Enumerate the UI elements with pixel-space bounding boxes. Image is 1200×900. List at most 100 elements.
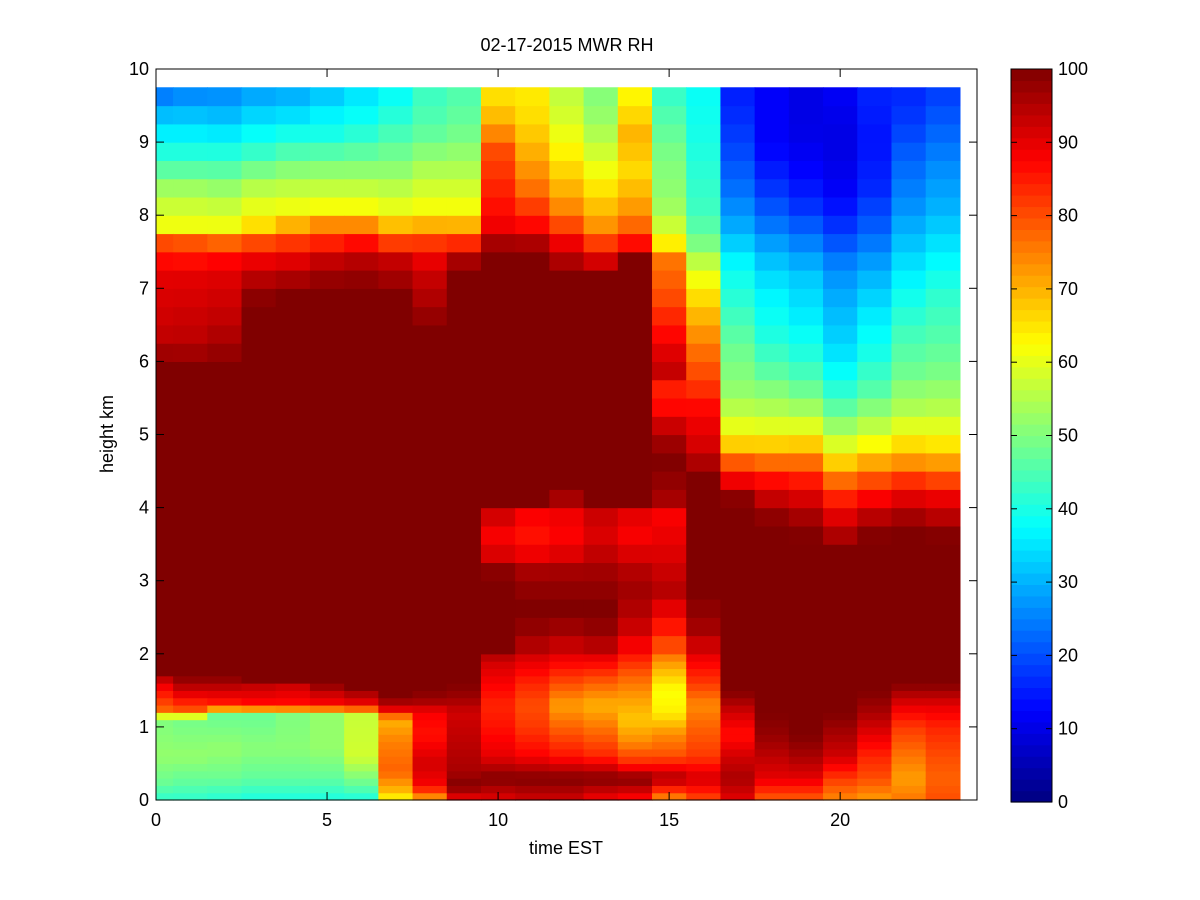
heatmap-cell	[156, 489, 174, 509]
y-tick-label: 10	[129, 59, 149, 79]
heatmap-cell	[720, 748, 756, 757]
heatmap-cell	[925, 178, 961, 198]
heatmap-cell	[857, 160, 893, 180]
heatmap-cell	[720, 763, 756, 772]
heatmap-cell	[857, 251, 893, 271]
heatmap-cell	[241, 215, 277, 235]
heatmap-cell	[207, 690, 243, 699]
heatmap-cell	[309, 697, 345, 706]
heatmap-cell	[788, 617, 824, 637]
heatmap-cell	[754, 562, 790, 582]
heatmap-cell	[412, 288, 448, 308]
heatmap-cell	[686, 598, 722, 618]
heatmap-cell	[173, 251, 208, 271]
heatmap-cell	[788, 562, 824, 582]
heatmap-cell	[754, 741, 790, 750]
heatmap-cell	[891, 489, 927, 509]
heatmap-cell	[754, 719, 790, 728]
heatmap-cell	[412, 748, 448, 757]
heatmap-cell	[309, 270, 345, 289]
heatmap-cell	[446, 653, 482, 662]
heatmap-cell	[891, 87, 927, 107]
heatmap-cell	[857, 617, 893, 637]
heatmap-cell	[823, 489, 858, 509]
heatmap-cell	[857, 726, 893, 735]
heatmap-cell	[275, 507, 311, 527]
heatmap-cell	[549, 324, 585, 344]
heatmap-cell	[156, 196, 174, 216]
heatmap-cell	[686, 690, 722, 699]
heatmap-cell	[925, 379, 961, 399]
heatmap-cell	[720, 683, 756, 691]
heatmap-cell	[652, 343, 687, 363]
heatmap-cell	[720, 471, 756, 490]
heatmap-cell	[823, 178, 858, 198]
heatmap-cell	[480, 675, 516, 684]
heatmap-cell	[275, 160, 311, 180]
heatmap-cell	[446, 785, 482, 794]
heatmap-cell	[344, 343, 379, 363]
heatmap-cell	[241, 361, 277, 381]
heatmap-cell	[788, 507, 824, 527]
heatmap-cell	[241, 683, 277, 691]
heatmap-cell	[652, 288, 687, 308]
heatmap-cell	[617, 525, 653, 545]
heatmap-cell	[720, 756, 756, 765]
heatmap-cell	[925, 544, 961, 564]
heatmap-cell	[788, 778, 824, 786]
heatmap-cell	[173, 324, 208, 344]
heatmap-cell	[617, 712, 653, 721]
heatmap-cell	[891, 544, 927, 564]
heatmap-cell	[686, 726, 722, 735]
heatmap-cell	[480, 653, 516, 662]
heatmap-cell	[515, 778, 550, 786]
heatmap-cell	[480, 690, 516, 699]
heatmap-cell	[378, 160, 414, 180]
heatmap-cell	[241, 712, 277, 721]
heatmap-cell	[207, 434, 243, 454]
heatmap-cell	[925, 635, 961, 655]
heatmap-cell	[275, 324, 311, 344]
heatmap-cell	[857, 105, 893, 125]
heatmap-cell	[891, 251, 927, 271]
heatmap-cell	[173, 471, 208, 490]
heatmap-cell	[480, 489, 516, 509]
heatmap-cell	[344, 668, 379, 677]
heatmap-cell	[412, 178, 448, 198]
heatmap-cell	[173, 142, 208, 161]
heatmap-cell	[207, 697, 243, 706]
heatmap-cell	[412, 661, 448, 670]
colorbar-segment	[1011, 229, 1052, 242]
heatmap-cell	[173, 635, 208, 655]
heatmap-cell	[309, 690, 345, 699]
heatmap-cell	[156, 661, 174, 670]
heatmap-cell	[156, 719, 174, 728]
heatmap-cell	[275, 653, 311, 662]
heatmap-cell	[207, 270, 243, 289]
heatmap-cell	[412, 123, 448, 143]
heatmap-cell	[617, 770, 653, 779]
heatmap-cell	[549, 778, 585, 786]
heatmap-cell	[754, 270, 790, 289]
heatmap-cell	[754, 778, 790, 786]
colorbar-tick-label: 50	[1058, 426, 1078, 446]
heatmap-cell	[652, 123, 687, 143]
heatmap-cell	[754, 452, 790, 472]
heatmap-cell	[156, 653, 174, 662]
heatmap-cell	[515, 525, 550, 545]
heatmap-cell	[378, 379, 414, 399]
heatmap-cell	[891, 748, 927, 757]
heatmap-cell	[891, 233, 927, 253]
heatmap-cell	[207, 489, 243, 509]
heatmap-cell	[720, 343, 756, 363]
heatmap-cell	[652, 361, 687, 381]
heatmap-cell	[173, 683, 208, 691]
heatmap-cell	[480, 785, 516, 794]
heatmap-cell	[720, 668, 756, 677]
heatmap-cell	[515, 719, 550, 728]
colorbar-segment	[1011, 80, 1052, 93]
colorbar-segment	[1011, 492, 1052, 505]
colorbar-segment	[1011, 698, 1052, 711]
heatmap-cell	[344, 683, 379, 691]
heatmap-cell	[857, 778, 893, 786]
